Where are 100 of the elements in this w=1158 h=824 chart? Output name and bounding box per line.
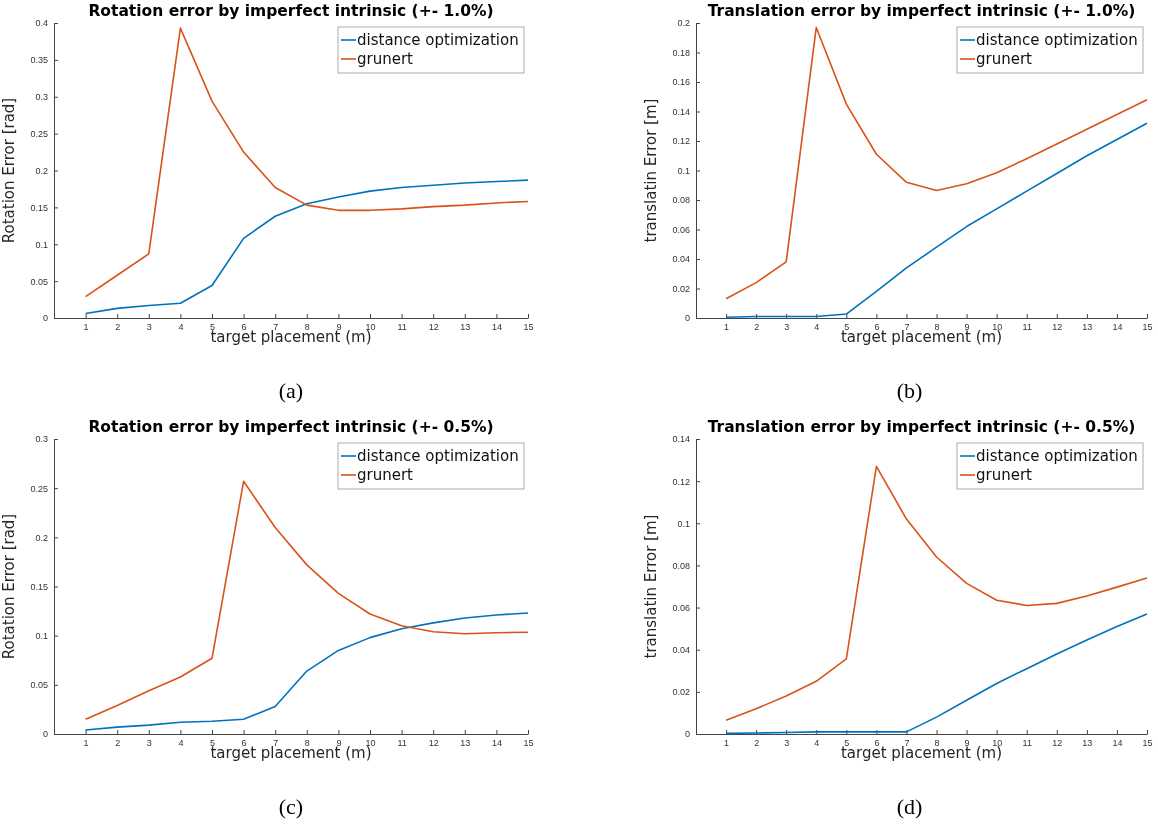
y-tick-label: 0.05: [30, 276, 48, 287]
text: (c): [278, 794, 304, 819]
y-tick-label: 0.12: [672, 136, 690, 147]
x-tick-label: 7: [904, 322, 910, 333]
line-series: [84, 612, 529, 731]
legend-label: distance optimization: [357, 31, 519, 49]
x-tick-label: 3: [146, 738, 152, 749]
x-tick-label: 5: [844, 738, 850, 749]
x-tick-label: 1: [724, 322, 730, 333]
x-tick-label: 3: [784, 322, 790, 333]
x-tick-label: 3: [784, 738, 790, 749]
x-tick-label: 6: [874, 738, 880, 749]
x-tick-label: 8: [304, 738, 310, 749]
y-axis-title: translatin Error [m]: [642, 98, 660, 243]
x-tick-label: 2: [115, 738, 121, 749]
x-tick-label: 6: [874, 322, 880, 333]
x-tick-label: 14: [491, 322, 502, 333]
y-tick-label: 0.25: [30, 483, 48, 494]
y-tick-label: 0.25: [30, 129, 48, 140]
legend-label: grunert: [976, 50, 1033, 68]
legend-label: grunert: [357, 466, 414, 484]
y-tick-label: 0.3: [35, 434, 48, 445]
y-tick-label: 0.1: [35, 239, 48, 250]
y-tick-label: 0.04: [672, 254, 690, 265]
y-tick-label: 0.4: [35, 18, 48, 29]
y-tick-label: 0.1: [677, 518, 690, 529]
x-tick-label: 7: [273, 738, 279, 749]
legend-label: grunert: [976, 466, 1033, 484]
x-tick-label: 15: [523, 738, 534, 749]
y-tick-label: 0.35: [30, 55, 48, 66]
x-tick-label: 2: [754, 322, 760, 333]
x-tick-label: 1: [83, 322, 89, 333]
x-tick-label: 11: [1022, 322, 1032, 333]
legend-label: distance optimization: [357, 447, 519, 465]
line-series: [84, 179, 529, 315]
y-tick-label: 0.05: [30, 680, 48, 691]
x-tick-label: 6: [241, 738, 247, 749]
x-tick-label: 14: [1112, 322, 1123, 333]
line-series: [84, 27, 529, 298]
y-tick-label: 0.06: [672, 224, 690, 235]
legend-label: distance optimization: [976, 31, 1138, 49]
x-tick-label: 15: [1142, 738, 1153, 749]
y-tick-label: 0.02: [672, 687, 690, 698]
y-tick-label: 0.1: [35, 631, 48, 642]
text: (d): [896, 794, 923, 819]
y-tick-label: 0.15: [30, 202, 48, 213]
y-axis-title: Rotation Error [rad]: [0, 513, 18, 660]
y-tick-label: 0: [42, 313, 48, 324]
chart-title: Translation error by imperfect intrinsic (+- 1.0%): [707, 2, 1136, 20]
y-tick-label: 0.02: [672, 283, 690, 294]
legend-label: distance optimization: [976, 447, 1138, 465]
x-tick-label: 7: [273, 322, 279, 333]
y-tick-label: 0.12: [672, 476, 690, 487]
x-tick-label: 1: [83, 738, 89, 749]
chart-title: Translation error by imperfect intrinsic (+- 0.5%): [707, 418, 1136, 436]
x-tick-label: 11: [397, 738, 407, 749]
legend-label: grunert: [357, 50, 414, 68]
x-tick-label: 12: [428, 322, 439, 333]
y-tick-label: 0.16: [672, 77, 690, 88]
x-tick-label: 13: [1082, 738, 1093, 749]
y-tick-label: 0.04: [672, 645, 690, 656]
y-tick-label: 0: [42, 729, 48, 740]
line-series: [725, 613, 1148, 735]
x-tick-label: 8: [934, 738, 940, 749]
x-tick-label: 12: [1052, 322, 1063, 333]
y-tick-label: 0.2: [35, 532, 48, 543]
x-tick-label: 13: [1082, 322, 1093, 333]
y-tick-label: 0.14: [672, 106, 690, 117]
line-series: [725, 26, 1148, 300]
text: (b): [896, 378, 923, 403]
x-tick-label: 15: [523, 322, 534, 333]
x-tick-label: 14: [491, 738, 502, 749]
y-tick-label: 0.2: [677, 18, 690, 29]
x-tick-label: 4: [814, 738, 820, 749]
x-tick-label: 12: [428, 738, 439, 749]
y-tick-label: 0.06: [672, 602, 690, 613]
y-tick-label: 0.3: [35, 92, 48, 103]
y-tick-label: 0.08: [672, 560, 690, 571]
chart-title: Rotation error by imperfect intrinsic (+- 1.0%): [88, 2, 494, 20]
x-tick-label: 14: [1112, 738, 1123, 749]
x-tick-label: 12: [1052, 738, 1063, 749]
x-tick-label: 13: [460, 738, 471, 749]
x-tick-label: 11: [397, 322, 407, 333]
x-tick-label: 6: [241, 322, 247, 333]
y-tick-label: 0: [684, 729, 690, 740]
x-tick-label: 2: [115, 322, 121, 333]
y-tick-label: 0.08: [672, 195, 690, 206]
x-tick-label: 8: [304, 322, 310, 333]
y-axis-title: translatin Error [m]: [642, 514, 660, 659]
y-tick-label: 0.15: [30, 581, 48, 592]
x-tick-label: 8: [934, 322, 940, 333]
line-series: [725, 465, 1148, 722]
y-tick-label: 0.18: [672, 47, 690, 58]
chart-title: Rotation error by imperfect intrinsic (+- 0.5%): [88, 418, 494, 436]
x-tick-label: 2: [754, 738, 760, 749]
x-tick-label: 5: [844, 322, 850, 333]
y-tick-label: 0.1: [677, 165, 690, 176]
y-tick-label: 0: [684, 313, 690, 324]
x-tick-label: 11: [1022, 738, 1032, 749]
x-tick-label: 15: [1142, 322, 1153, 333]
